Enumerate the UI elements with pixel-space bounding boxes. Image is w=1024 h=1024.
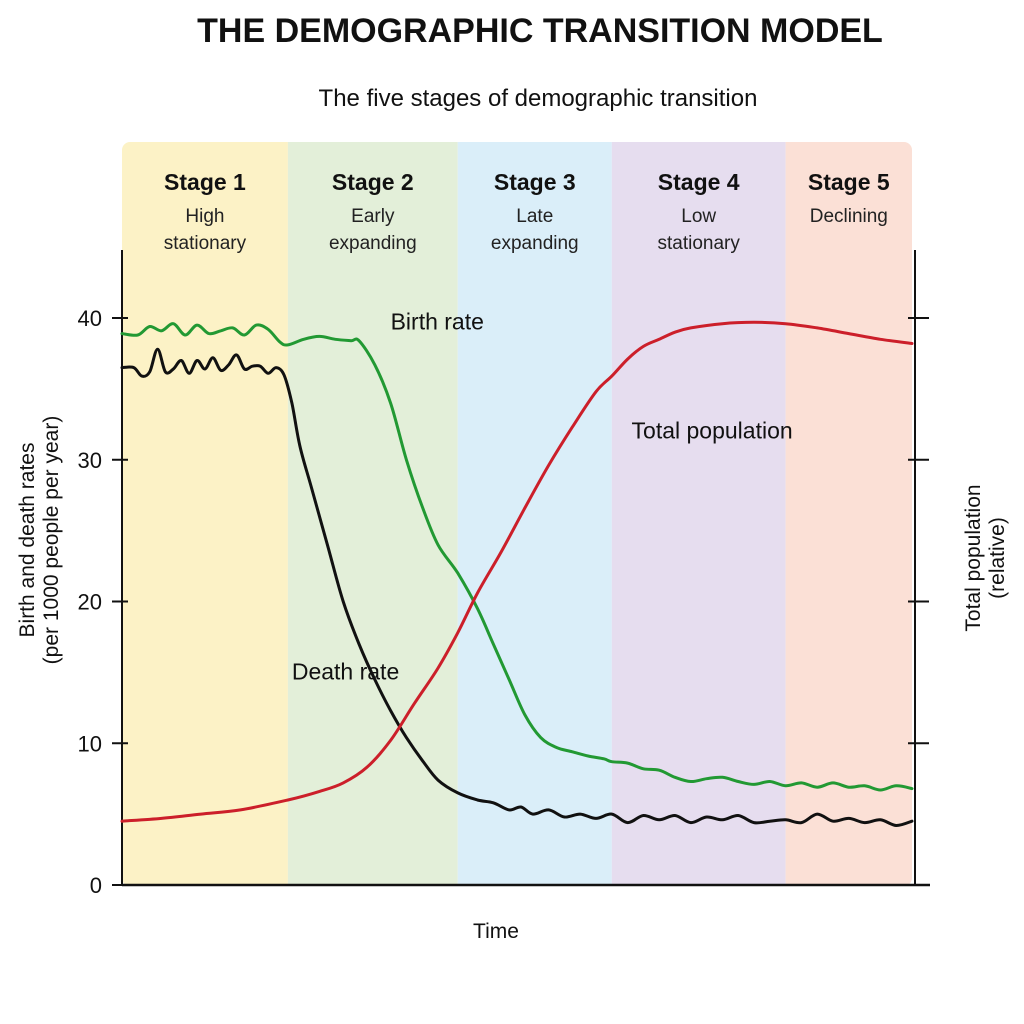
stage-3-name: Stage 3: [494, 169, 576, 195]
y2-axis-label-line-2: (relative): [986, 517, 1009, 599]
stage-band-4: [611, 142, 786, 886]
stage-band-1: [122, 142, 288, 886]
stage-bands: [122, 142, 912, 886]
y-tick-label-40: 40: [78, 306, 102, 331]
axes: 0 10 20 30 40: [78, 250, 930, 898]
stage-4-desc-1: Low: [681, 206, 716, 227]
total-population-label: Total population: [632, 417, 793, 443]
y-tick-label-0: 0: [90, 873, 102, 898]
death-rate-label: Death rate: [292, 658, 399, 684]
y2-axis-label: Total population (relative): [962, 484, 1009, 631]
y-axis-label-line-2: (per 1000 people per year): [40, 416, 63, 665]
stage-1-desc-1: High: [185, 206, 224, 227]
chart-subtitle: The five stages of demographic transitio…: [319, 85, 758, 112]
stage-band-5: [785, 142, 912, 886]
y-tick-label-10: 10: [78, 731, 102, 756]
total-population-line: [120, 320, 914, 823]
stage-4-desc-2: stationary: [658, 233, 741, 254]
stage-2-desc-2: expanding: [329, 233, 417, 254]
stage-labels: Stage 1 High stationary Stage 2 Early expandi…: [164, 169, 890, 254]
chart-title: THE DEMOGRAPHIC TRANSITION MODEL: [197, 12, 883, 50]
series-lines: [120, 320, 914, 827]
stage-3-desc-1: Late: [516, 206, 553, 227]
stage-1-desc-2: stationary: [164, 233, 247, 254]
birth-rate-label: Birth rate: [391, 308, 484, 334]
y-axis-label-line-1: Birth and death rates: [16, 443, 39, 638]
y2-axis-label-line-1: Total population: [962, 484, 985, 631]
stage-1-name: Stage 1: [164, 169, 246, 195]
y-tick-label-30: 30: [78, 448, 102, 473]
stage-2-desc-1: Early: [351, 206, 395, 227]
stage-5-desc-1: Declining: [810, 206, 888, 227]
stage-3-desc-2: expanding: [491, 233, 579, 254]
series-labels: Birth rate Death rate Total population: [292, 308, 793, 684]
y-tick-label-20: 20: [78, 590, 102, 615]
x-axis-label: Time: [473, 920, 519, 943]
stage-2-name: Stage 2: [332, 169, 414, 195]
birth-rate-line: [120, 322, 914, 792]
stage-5-name: Stage 5: [808, 169, 890, 195]
stage-4-name: Stage 4: [658, 169, 740, 195]
death-rate-line: [120, 347, 914, 827]
y-axis-label: Birth and death rates (per 1000 people p…: [16, 416, 63, 665]
stage-band-3: [457, 142, 612, 886]
